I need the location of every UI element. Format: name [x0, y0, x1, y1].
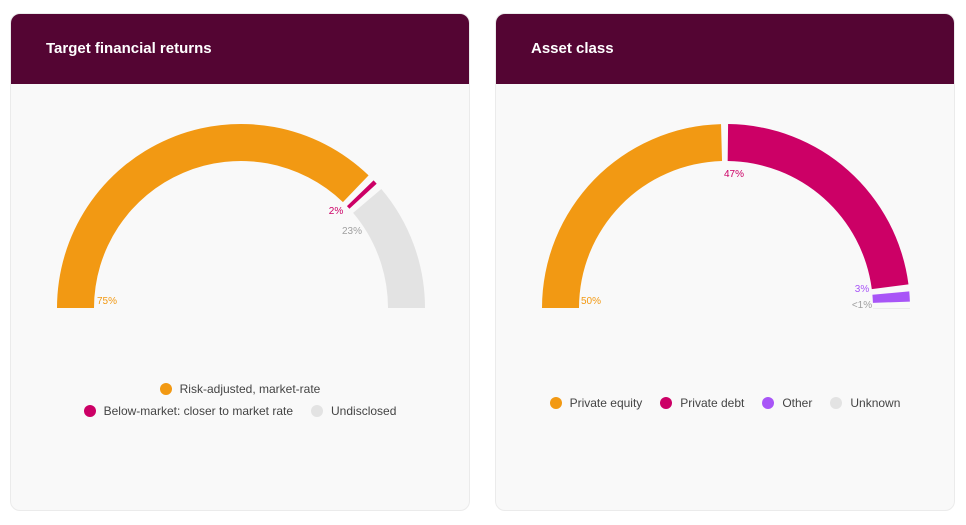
- segment-other[interactable]: [872, 291, 910, 303]
- legend-label: Risk-adjusted, market-rate: [179, 382, 321, 396]
- data-label: 23%: [342, 226, 362, 237]
- target-returns-card: Target financial returns 75% 2% 23% Risk-a…: [10, 13, 470, 511]
- segment-below-market-closer-to-market-rate[interactable]: [346, 180, 377, 209]
- legend-label: Private debt: [680, 396, 745, 410]
- data-label: 2%: [329, 206, 344, 217]
- legend-dot-icon: [830, 397, 843, 409]
- card-title: Target financial returns: [11, 14, 469, 84]
- asset-class-card: Asset class 50% 47% 3% <1% Private equity Pr…: [495, 13, 955, 511]
- segment-risk-adjusted-market-rate[interactable]: [57, 124, 369, 308]
- segment-private-equity[interactable]: [542, 124, 723, 308]
- legend-dot-icon: [762, 397, 775, 409]
- legend-dot-icon: [83, 405, 96, 417]
- legend-item[interactable]: Unknown: [830, 396, 900, 410]
- legend-dot-icon: [311, 405, 324, 417]
- legend-label: Below-market: closer to market rate: [103, 404, 294, 418]
- legend-item[interactable]: Private equity: [549, 396, 643, 410]
- legend: Risk-adjusted, market-rate Below-market: …: [11, 382, 469, 418]
- legend-dot-icon: [159, 383, 172, 395]
- target-returns-chart: 75% 2% 23%: [57, 124, 425, 308]
- data-label: <1%: [852, 300, 872, 311]
- legend-item[interactable]: Below-market: closer to market rate: [83, 404, 294, 418]
- legend-label: Undisclosed: [331, 404, 397, 418]
- legend-item[interactable]: Undisclosed: [311, 404, 396, 418]
- data-label: 50%: [581, 296, 601, 307]
- legend-label: Private equity: [569, 396, 643, 410]
- segment-unknown[interactable]: [872, 308, 910, 309]
- legend-dot-icon: [549, 397, 562, 409]
- segment-undisclosed[interactable]: [353, 188, 425, 308]
- legend-item[interactable]: Private debt: [660, 396, 744, 410]
- segment-private-debt[interactable]: [727, 124, 909, 290]
- data-label: 47%: [724, 169, 744, 180]
- asset-class-chart: 50% 47% 3% <1%: [542, 124, 910, 311]
- data-label: 75%: [97, 296, 117, 307]
- legend-item[interactable]: Risk-adjusted, market-rate: [159, 382, 321, 396]
- legend-item[interactable]: Other: [762, 396, 812, 410]
- data-label: 3%: [855, 284, 870, 295]
- legend-dot-icon: [660, 397, 673, 409]
- legend-label: Unknown: [850, 396, 901, 410]
- legend: Private equity Private debt Other Unknown: [496, 396, 954, 410]
- card-title: Asset class: [496, 14, 954, 84]
- legend-label: Other: [782, 396, 813, 410]
